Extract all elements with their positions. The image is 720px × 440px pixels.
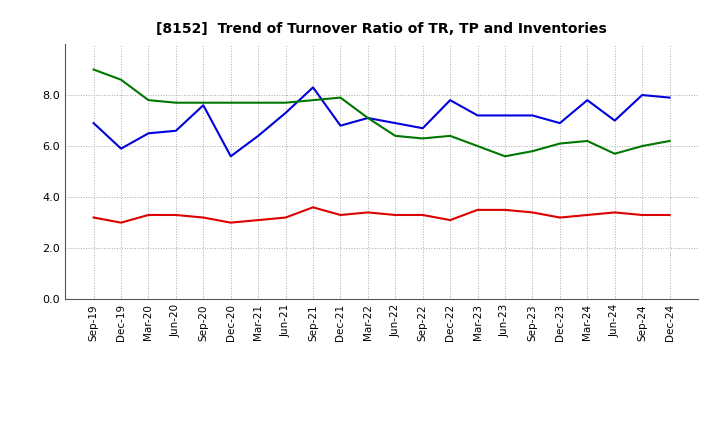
Trade Payables xyxy=(117,146,125,151)
Trade Receivables xyxy=(528,210,537,215)
Trade Payables xyxy=(638,92,647,98)
Trade Payables xyxy=(199,103,207,108)
Inventories xyxy=(528,149,537,154)
Trade Receivables xyxy=(336,213,345,218)
Trade Payables xyxy=(556,121,564,126)
Trade Payables xyxy=(309,85,318,90)
Inventories xyxy=(556,141,564,146)
Trade Payables xyxy=(226,154,235,159)
Trade Payables xyxy=(446,98,454,103)
Trade Receivables xyxy=(418,213,427,218)
Inventories xyxy=(500,154,509,159)
Trade Payables xyxy=(364,115,372,121)
Trade Receivables xyxy=(446,217,454,223)
Trade Receivables xyxy=(638,213,647,218)
Inventories xyxy=(171,100,180,105)
Trade Receivables xyxy=(391,213,400,218)
Trade Receivables xyxy=(89,215,98,220)
Trade Receivables xyxy=(473,207,482,213)
Inventories xyxy=(583,138,592,143)
Inventories xyxy=(638,143,647,149)
Inventories xyxy=(446,133,454,139)
Trade Receivables xyxy=(144,213,153,218)
Trade Payables xyxy=(254,133,263,139)
Inventories xyxy=(418,136,427,141)
Trade Receivables xyxy=(500,207,509,213)
Inventories xyxy=(89,67,98,72)
Trade Payables xyxy=(611,118,619,123)
Inventories xyxy=(117,77,125,82)
Inventories xyxy=(199,100,207,105)
Trade Receivables xyxy=(611,210,619,215)
Inventories xyxy=(611,151,619,156)
Line: Trade Payables: Trade Payables xyxy=(94,88,670,156)
Trade Receivables xyxy=(282,215,290,220)
Inventories xyxy=(473,143,482,149)
Inventories xyxy=(391,133,400,139)
Trade Payables xyxy=(418,125,427,131)
Line: Inventories: Inventories xyxy=(94,70,670,156)
Title: [8152]  Trend of Turnover Ratio of TR, TP and Inventories: [8152] Trend of Turnover Ratio of TR, TP… xyxy=(156,22,607,36)
Inventories xyxy=(282,100,290,105)
Trade Receivables xyxy=(171,213,180,218)
Trade Payables xyxy=(665,95,674,100)
Trade Payables xyxy=(336,123,345,128)
Trade Payables xyxy=(391,121,400,126)
Line: Trade Receivables: Trade Receivables xyxy=(94,207,670,223)
Trade Receivables xyxy=(364,210,372,215)
Trade Receivables xyxy=(665,213,674,218)
Trade Payables xyxy=(144,131,153,136)
Inventories xyxy=(254,100,263,105)
Trade Payables xyxy=(473,113,482,118)
Legend: Trade Receivables, Trade Payables, Inventories: Trade Receivables, Trade Payables, Inven… xyxy=(151,438,612,440)
Trade Receivables xyxy=(583,213,592,218)
Trade Payables xyxy=(583,98,592,103)
Trade Receivables xyxy=(556,215,564,220)
Trade Receivables xyxy=(117,220,125,225)
Trade Receivables xyxy=(309,205,318,210)
Trade Receivables xyxy=(254,217,263,223)
Trade Payables xyxy=(528,113,537,118)
Inventories xyxy=(144,98,153,103)
Trade Payables xyxy=(89,121,98,126)
Inventories xyxy=(665,138,674,143)
Trade Payables xyxy=(500,113,509,118)
Inventories xyxy=(364,115,372,121)
Trade Receivables xyxy=(199,215,207,220)
Trade Receivables xyxy=(226,220,235,225)
Inventories xyxy=(309,98,318,103)
Trade Payables xyxy=(171,128,180,133)
Inventories xyxy=(336,95,345,100)
Trade Payables xyxy=(282,110,290,116)
Inventories xyxy=(226,100,235,105)
